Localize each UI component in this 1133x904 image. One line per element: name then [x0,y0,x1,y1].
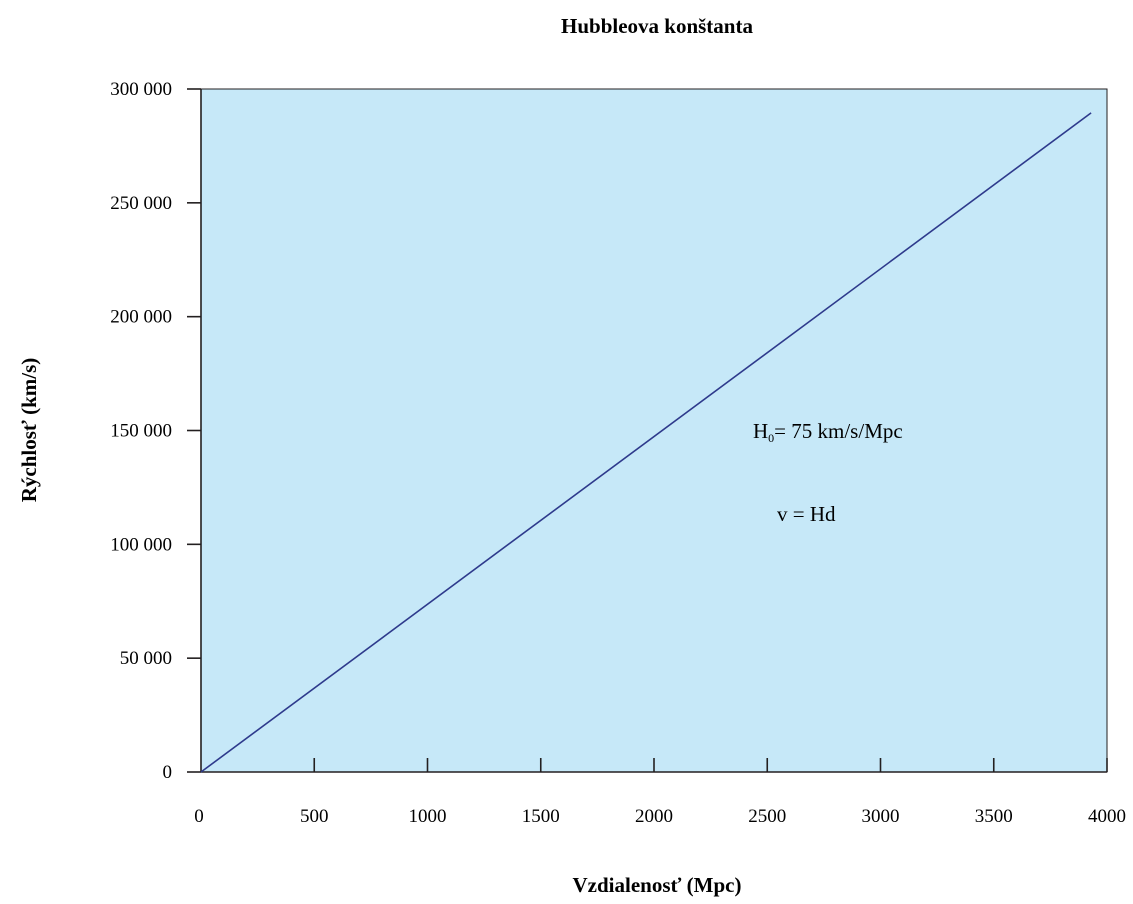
x-tick-label: 4000 [1088,806,1126,827]
h0-subscript: 0 [768,431,774,445]
x-axis-label: Vzdialenosť (Mpc) [572,873,741,897]
x-tick-label: 500 [300,806,329,827]
y-tick-label: 150 000 [110,421,172,442]
x-axis-ticks: 0 500 1000 1500 2000 2500 3000 3500 4000 [194,758,1126,827]
plot-area [200,88,1108,773]
series-group [200,112,1092,773]
hubble-law-formula: v = Hd [777,502,836,526]
y-axis-label: Rýchlosť (km/s) [17,358,41,503]
x-tick-label: 1000 [409,806,447,827]
y-tick-label: 250 000 [110,193,172,214]
x-tick-label: 1500 [522,806,560,827]
x-tick-label: 3000 [862,806,900,827]
hubble-constant-annotation: H0= 75 km/s/Mpc [753,419,903,445]
y-tick-label: 0 [163,762,173,783]
x-tick-label: 3500 [975,806,1013,827]
chart-title: Hubbleova konštanta [561,14,753,38]
x-tick-label: 0 [194,806,204,827]
y-axis-ticks: 0 50 000 100 000 150 000 200 000 250 000 300 0… [110,79,201,783]
y-tick-label: 300 000 [110,79,172,100]
x-tick-label: 2000 [635,806,673,827]
y-tick-label: 50 000 [120,648,172,669]
y-tick-label: 200 000 [110,307,172,328]
x-tick-label: 2500 [748,806,786,827]
y-tick-label: 100 000 [110,534,172,555]
h0-value: = 75 km/s/Mpc [774,419,903,443]
series-line-0 [200,112,1092,773]
h0-symbol: H [753,419,768,443]
